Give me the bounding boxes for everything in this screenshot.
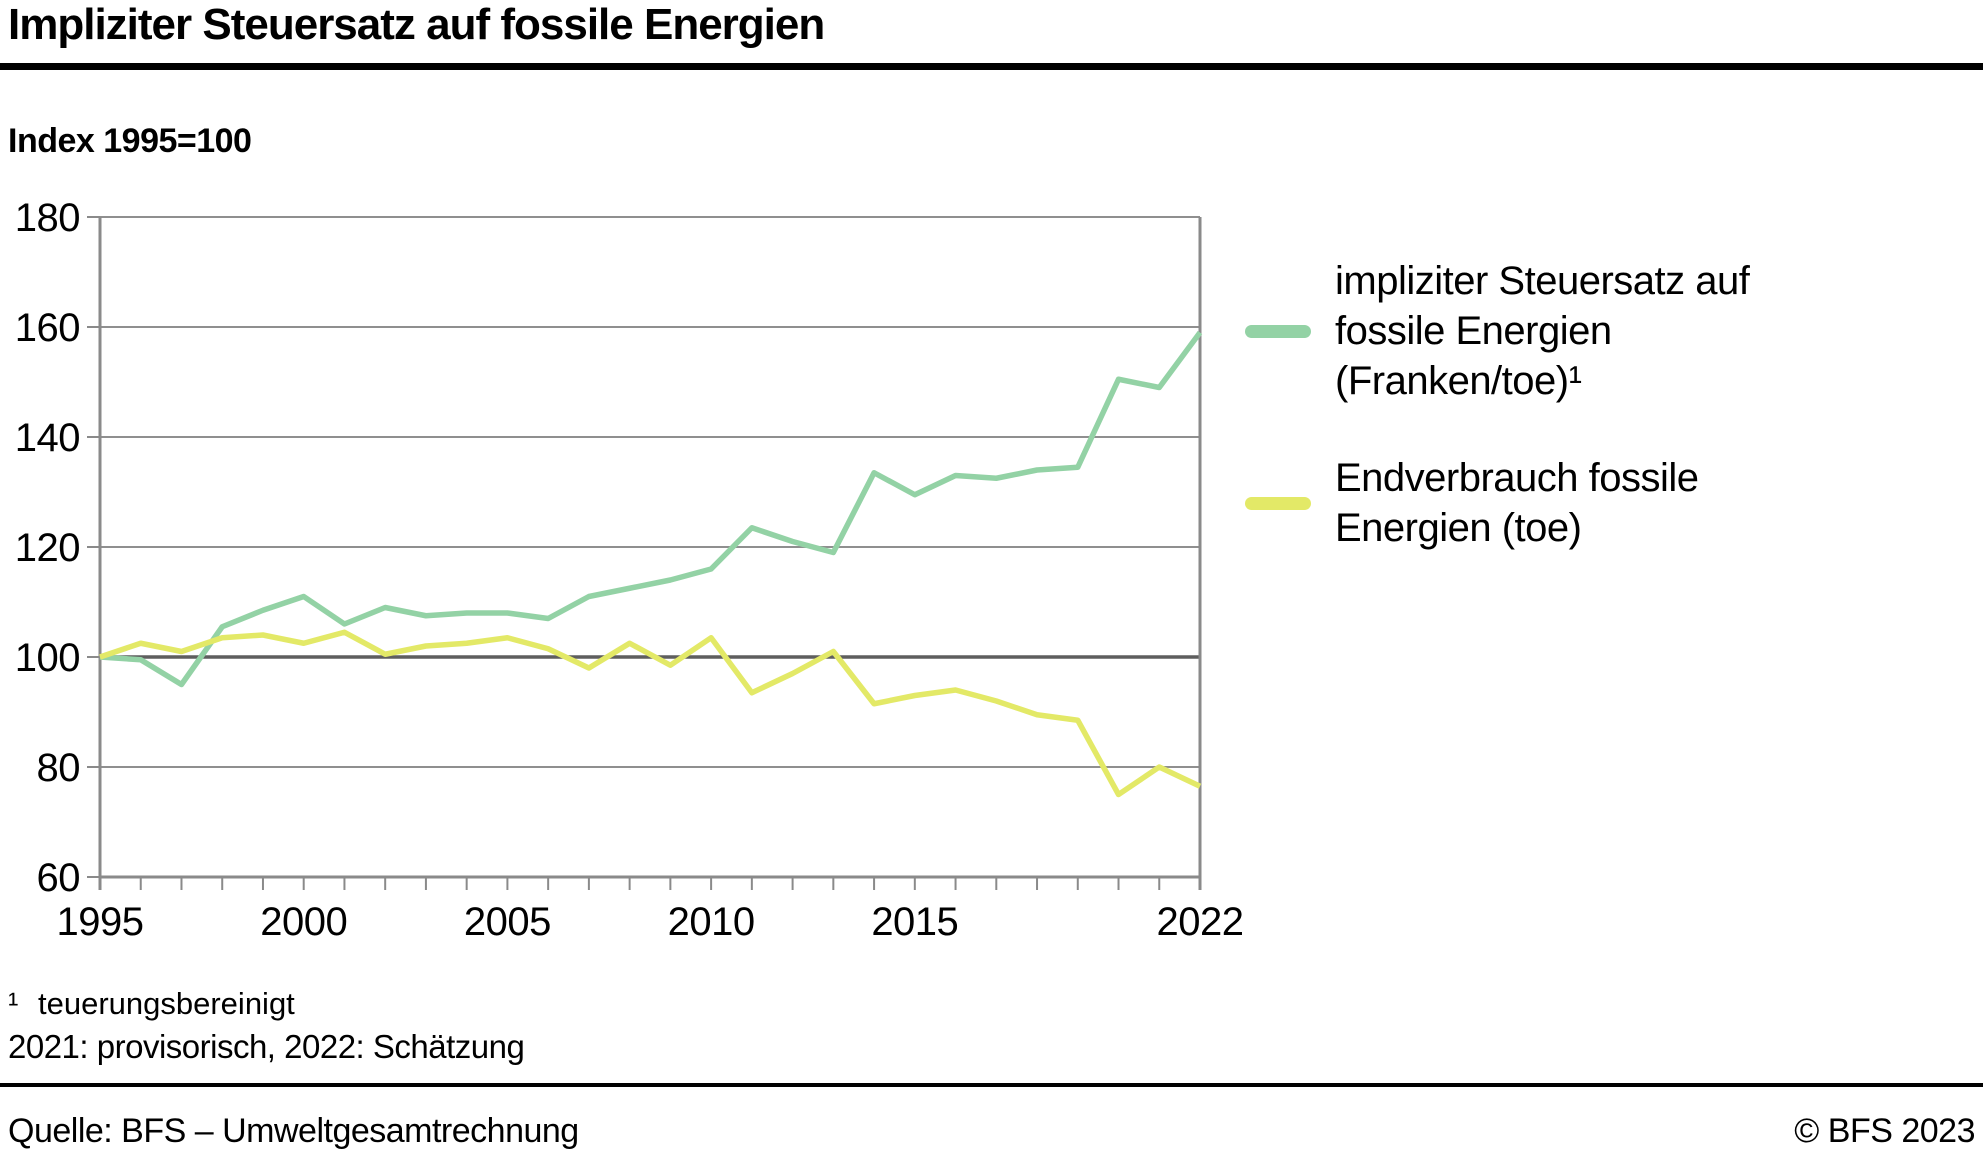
legend-label-steuersatz: impliziter Steuersatz auf fossile Energi… bbox=[1335, 259, 1750, 403]
x-axis-label: 2010 bbox=[668, 900, 755, 944]
legend-item-steuersatz: impliziter Steuersatz auf fossile Energi… bbox=[1245, 256, 1750, 406]
y-axis-label: 180 bbox=[15, 196, 80, 240]
page-title: Impliziter Steuersatz auf fossile Energi… bbox=[8, 0, 825, 49]
y-axis-label: 60 bbox=[37, 856, 81, 900]
y-axis-label: 140 bbox=[15, 416, 80, 460]
footnote-1-marker: ¹ bbox=[8, 986, 19, 1021]
chart-subtitle: Index 1995=100 bbox=[8, 122, 252, 160]
legend-item-endverbrauch: Endverbrauch fossile Energien (toe) bbox=[1245, 453, 1699, 553]
y-axis-label: 100 bbox=[15, 636, 80, 680]
x-axis-label: 2000 bbox=[260, 900, 347, 944]
footnote-1: ¹ teuerungsbereinigt bbox=[8, 984, 524, 1024]
x-axis-label: 1995 bbox=[57, 900, 144, 944]
footnotes: ¹ teuerungsbereinigt 2021: provisorisch,… bbox=[8, 984, 525, 1070]
y-axis-label: 160 bbox=[15, 306, 80, 350]
legend-swatch-endverbrauch-icon bbox=[1245, 496, 1311, 510]
page-footer: Quelle: BFS – Umweltgesamtrechnung © BFS… bbox=[8, 1112, 1975, 1151]
x-axis-label: 2005 bbox=[464, 900, 551, 944]
footnote-1-text: teuerungsbereinigt bbox=[38, 986, 295, 1021]
y-axis-label: 80 bbox=[37, 746, 81, 790]
series-line-endverbrauch bbox=[99, 629, 1202, 798]
y-axis-label: 120 bbox=[15, 526, 80, 570]
x-axis-label: 2022 bbox=[1157, 900, 1244, 944]
source-label: Quelle: BFS – Umweltgesamtrechnung bbox=[8, 1112, 579, 1150]
legend-label-endverbrauch: Endverbrauch fossile Energien (toe) bbox=[1335, 456, 1699, 550]
footer-divider bbox=[0, 1083, 1983, 1087]
title-divider bbox=[0, 63, 1983, 70]
footnote-2: 2021: provisorisch, 2022: Schätzung bbox=[8, 1028, 525, 1065]
series-line-steuersatz bbox=[99, 330, 1203, 688]
legend-swatch-steuersatz-icon bbox=[1245, 324, 1311, 338]
copyright-label: © BFS 2023 bbox=[1794, 1112, 1975, 1150]
x-axis-label: 2015 bbox=[871, 900, 958, 944]
